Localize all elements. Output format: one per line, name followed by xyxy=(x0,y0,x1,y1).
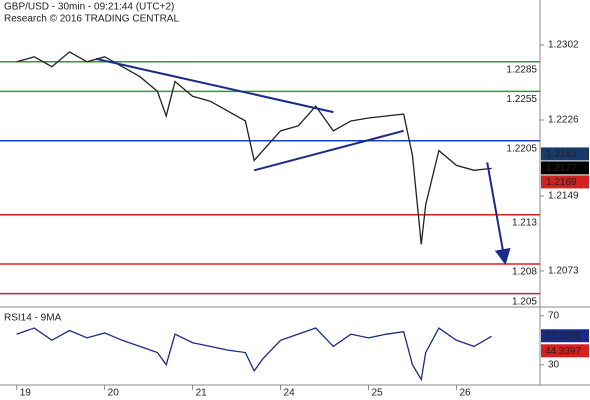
header-title: GBP/USD - 30min - 09:21:44 (UTC+2) xyxy=(4,2,174,13)
level-label: 1.2205 xyxy=(506,143,537,154)
y-tick-label: 1.2226 xyxy=(548,115,579,126)
price-label-box xyxy=(541,161,589,175)
x-tick-label: 25 xyxy=(372,388,384,399)
rsi-label-box xyxy=(541,344,589,358)
level-label: 1.205 xyxy=(512,296,537,307)
y-tick-label: 30 xyxy=(548,359,560,370)
x-tick-label: 19 xyxy=(20,388,32,399)
y-tick-label: 1.2073 xyxy=(548,266,579,277)
rsi-title: RSI14 - 9MA xyxy=(4,313,62,324)
y-tick-label: 1.2149 xyxy=(548,191,579,202)
rsi-label-box xyxy=(541,329,589,343)
x-tick-label: 21 xyxy=(196,388,208,399)
trendline xyxy=(95,57,334,114)
price-line xyxy=(16,51,492,245)
y-tick-label: 70 xyxy=(548,310,560,321)
rsi-label: 53.2809 xyxy=(545,331,582,342)
header-credit: Research © 2016 TRADING CENTRAL xyxy=(4,14,179,25)
x-tick-label: 24 xyxy=(284,388,296,399)
price-label: 1.2177 xyxy=(546,163,577,174)
price-label: 1.2183 xyxy=(546,149,577,160)
level-label: 1.208 xyxy=(512,267,537,278)
level-label: 1.213 xyxy=(512,217,537,228)
x-tick-label: 26 xyxy=(459,388,471,399)
y-tick-label: 1.2302 xyxy=(548,40,579,51)
price-label-box xyxy=(541,175,589,189)
rsi-line xyxy=(16,327,492,382)
forecast-arrow xyxy=(486,162,511,266)
level-label: 1.2285 xyxy=(506,64,537,75)
x-tick-label: 20 xyxy=(108,388,120,399)
rsi-label: 44.3397 xyxy=(545,346,582,357)
price-label-box xyxy=(541,147,589,161)
level-label: 1.2255 xyxy=(506,94,537,105)
trendline xyxy=(253,129,404,172)
price-label: 1.2169 xyxy=(546,177,577,188)
